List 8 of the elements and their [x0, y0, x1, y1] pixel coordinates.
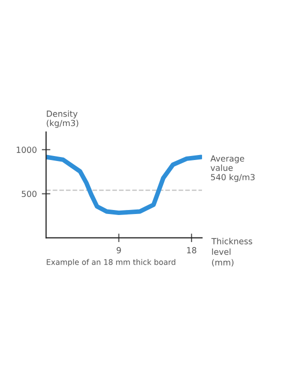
ref-line-label: Average value 540 kg/m3: [210, 155, 255, 182]
y-axis-title: Density (kg/m3): [46, 110, 78, 128]
line-series: [46, 154, 202, 216]
x-tick-label: 18: [187, 247, 196, 254]
y-tick-label: 1000: [16, 146, 36, 153]
y-tick-label: 500: [22, 190, 37, 198]
x-axis-title: Thickness level (mm): [211, 238, 252, 266]
x-tick-label: 9: [116, 247, 121, 254]
